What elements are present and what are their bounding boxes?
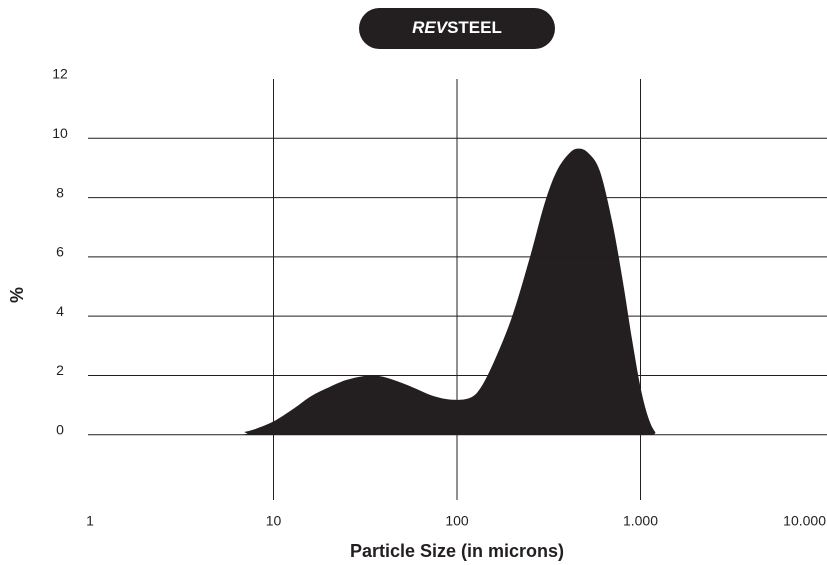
x-tick-label: 100 [445, 513, 469, 529]
x-tick-label: 1 [86, 513, 94, 529]
y-tick-label: 0 [56, 421, 64, 437]
title-name: STEEL [447, 18, 502, 37]
title-pill [359, 8, 555, 49]
title-prefix: REV [412, 18, 449, 37]
y-tick-label: 8 [56, 184, 64, 200]
y-tick-label: 10 [52, 125, 68, 141]
x-tick-label: 10 [266, 513, 282, 529]
y-tick-label: 6 [56, 244, 64, 260]
x-axis-title: Particle Size (in microns) [350, 541, 564, 561]
y-tick-label: 12 [52, 66, 68, 82]
y-tick-label: 4 [56, 303, 64, 319]
y-axis-title: % [7, 287, 27, 303]
y-tick-label: 2 [56, 362, 64, 378]
chart-title: REVSTEEL [412, 18, 502, 37]
x-tick-label: 10.000 [783, 513, 826, 529]
area [90, 148, 736, 435]
x-tick-label: 1.000 [623, 513, 658, 529]
